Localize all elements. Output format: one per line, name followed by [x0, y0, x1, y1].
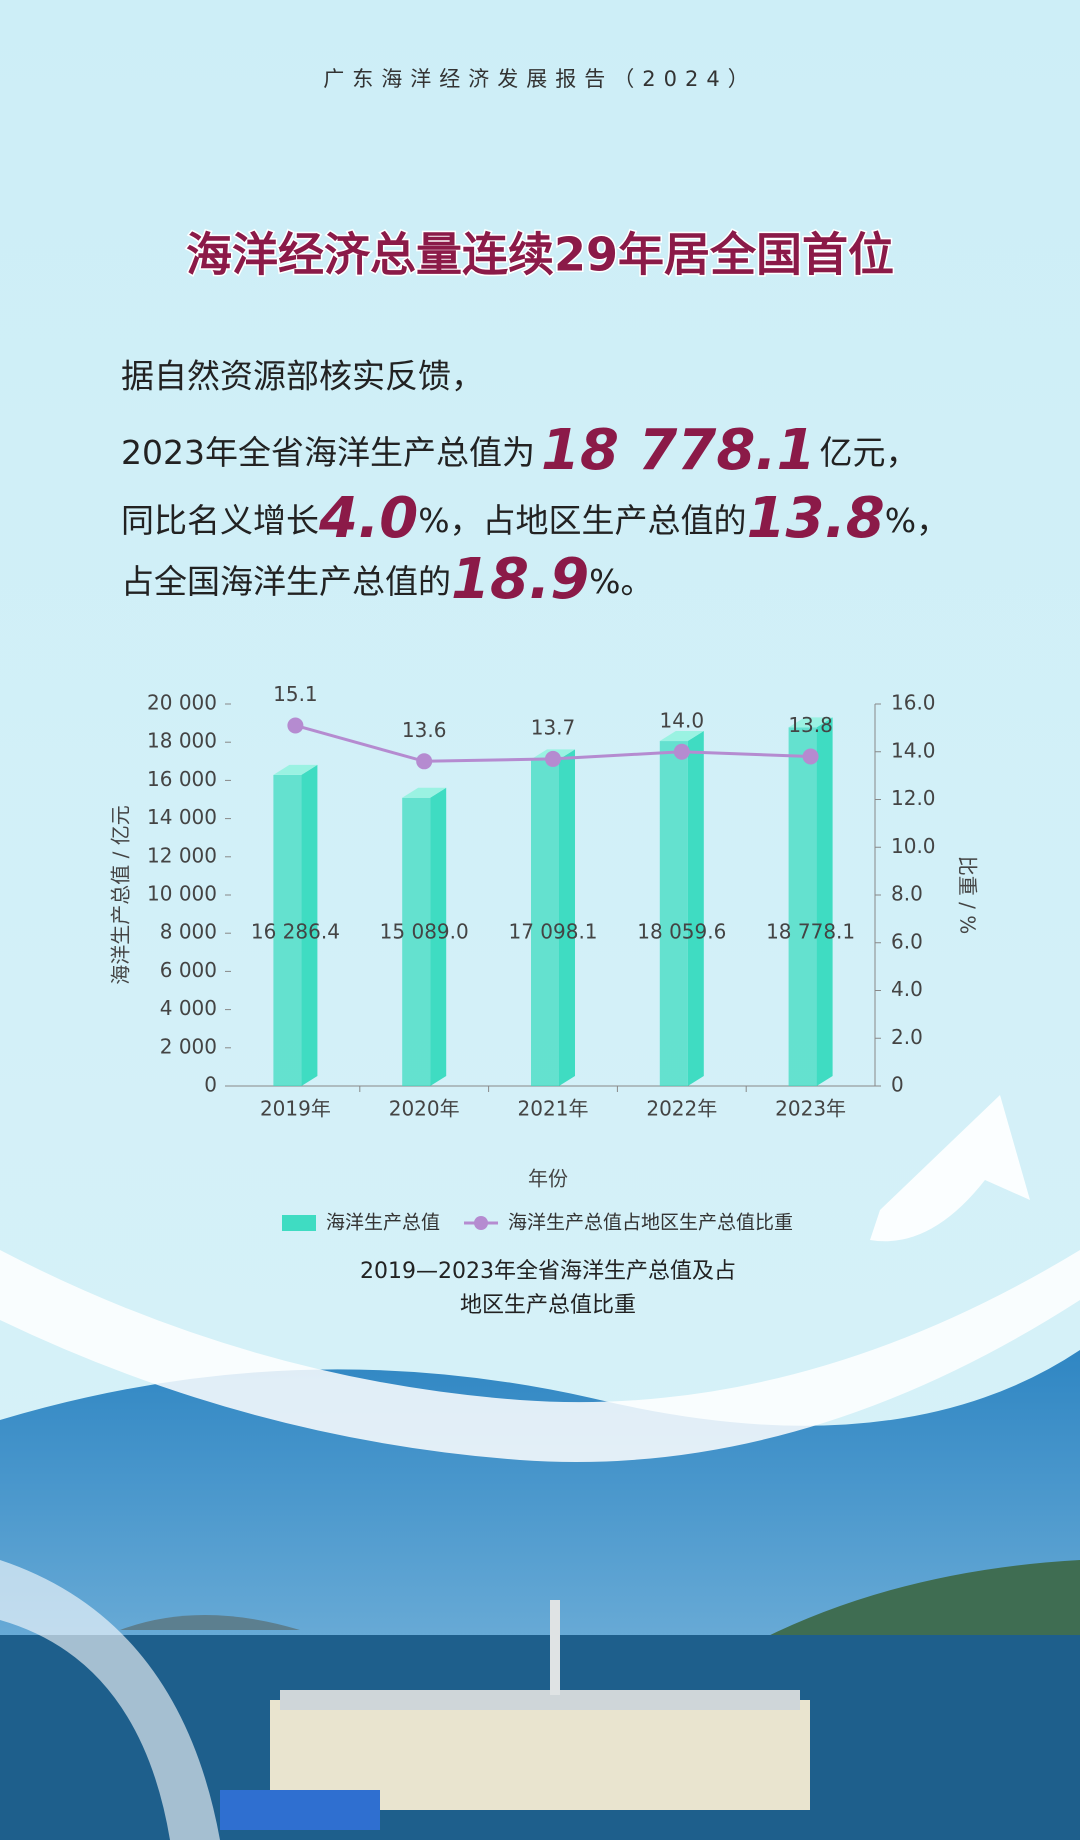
bar-top: [273, 764, 318, 775]
bar-side: [816, 717, 833, 1086]
x-tick-label: 2022年: [646, 1097, 717, 1121]
y-tick-label: 6 000: [160, 958, 217, 982]
y-axis-label: 海洋生产总值 / 亿元: [109, 805, 133, 984]
text: %。: [589, 562, 653, 601]
line-value-label: 13.6: [402, 718, 447, 742]
text: 亿元，: [820, 433, 919, 472]
y2-tick-label: 14.0: [891, 738, 936, 762]
y2-tick-label: 4.0: [891, 977, 923, 1001]
y-tick-label: 0: [204, 1073, 217, 1097]
highlight: 18.9: [451, 547, 589, 612]
y-tick-label: 8 000: [160, 920, 217, 944]
bar-front: [273, 774, 302, 1086]
y-tick-label: 14 000: [147, 805, 217, 829]
x-tick-label: 2023年: [775, 1097, 846, 1121]
y2-tick-label: 8.0: [891, 882, 923, 906]
text: %，占地区生产总值的: [418, 501, 746, 540]
bar-front: [659, 741, 688, 1086]
y-tick-label: 2 000: [160, 1034, 217, 1058]
y-tick-label: 10 000: [147, 882, 217, 906]
caption: 地区生产总值比重: [460, 1293, 636, 1318]
legend-label: 海洋生产总值占地区生产总值比重: [508, 1212, 793, 1234]
caption: 2019—2023年全省海洋生产总值及占: [360, 1259, 736, 1284]
bar-side: [301, 764, 318, 1086]
x-axis-label: 年份: [528, 1167, 568, 1191]
x-tick-label: 2019年: [260, 1097, 331, 1121]
bar-value-label: 18 059.6: [637, 920, 726, 944]
y2-tick-label: 10.0: [891, 834, 936, 858]
header: 广东海洋经济发展报告（2024）: [323, 67, 756, 91]
paragraph-line: 据自然资源部核实反馈，: [121, 357, 484, 396]
paragraph-line: 同比名义增长4.0%，占地区生产总值的13.8%，: [121, 486, 949, 551]
y2-tick-label: 16.0: [891, 691, 936, 715]
highlight: 13.8: [747, 486, 885, 551]
bar-side: [559, 749, 575, 1086]
text: %，: [885, 501, 949, 540]
line-marker: [673, 743, 690, 760]
headline: 海洋经济总量连续29年居全国首位: [186, 228, 894, 282]
bar-front: [531, 759, 559, 1086]
legend-swatch: [474, 1216, 489, 1230]
paragraph-line: 占全国海洋生产总值的18.9%。: [121, 547, 654, 612]
line-value-label: 15.1: [273, 682, 318, 706]
bar-value-label: 16 286.4: [251, 920, 340, 944]
bar-top: [659, 731, 704, 742]
bar-value-label: 17 098.1: [508, 920, 597, 944]
y2-tick-label: 12.0: [891, 786, 936, 810]
y-tick-label: 4 000: [160, 996, 217, 1020]
highlight: 4.0: [318, 486, 418, 551]
line-marker: [545, 750, 561, 767]
y-tick-label: 16 000: [147, 767, 217, 791]
bar-top: [788, 717, 833, 728]
y-tick-label: 12 000: [147, 843, 217, 867]
bar-side: [430, 787, 447, 1086]
highlight: 18 778.1: [541, 418, 816, 483]
bar-top: [402, 787, 447, 798]
line-value-label: 13.8: [788, 713, 833, 737]
scenery: [0, 1095, 1080, 1840]
bar-side: [687, 731, 704, 1086]
line-value-label: 13.7: [531, 715, 576, 739]
text: 占全国海洋生产总值的: [121, 562, 451, 601]
paragraph-line: 2023年全省海洋生产总值为 18 778.1 亿元，: [121, 418, 919, 483]
legend-swatch: [282, 1215, 316, 1231]
line-marker: [287, 717, 304, 734]
x-tick-label: 2020年: [389, 1097, 460, 1121]
text: 2023年全省海洋生产总值为: [121, 433, 535, 472]
y2-tick-label: 6.0: [891, 929, 923, 953]
line-marker: [416, 753, 433, 770]
bar-front: [788, 727, 817, 1086]
line-marker: [802, 748, 819, 765]
y2-tick-label: 2.0: [891, 1025, 923, 1049]
bar-front: [402, 797, 431, 1086]
bar-value-label: 18 778.1: [766, 920, 855, 944]
x-tick-label: 2021年: [518, 1097, 589, 1121]
text: 同比名义增长: [121, 501, 319, 540]
y2-axis-label: 比重 / %: [956, 856, 980, 934]
y-tick-label: 20 000: [147, 691, 217, 715]
legend-label: 海洋生产总值: [326, 1212, 440, 1234]
line-value-label: 14.0: [660, 708, 705, 732]
y-tick-label: 18 000: [147, 729, 217, 753]
y2-tick-label: 0: [891, 1073, 904, 1097]
bar-value-label: 15 089.0: [380, 920, 469, 944]
